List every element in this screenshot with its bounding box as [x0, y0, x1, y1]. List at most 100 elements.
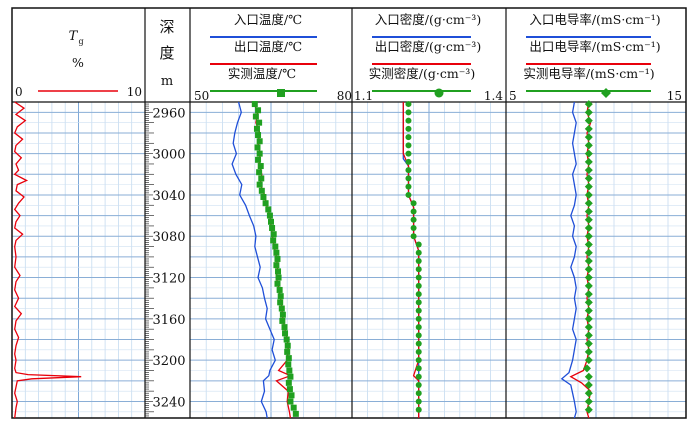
data-point — [415, 274, 422, 281]
data-point — [256, 169, 263, 176]
data-point — [584, 281, 593, 290]
legend-marker — [434, 88, 444, 98]
data-point — [584, 240, 593, 249]
tg-min-label: 0 — [15, 85, 23, 99]
data-point — [288, 392, 295, 399]
data-point — [255, 156, 262, 163]
data-point — [410, 224, 417, 231]
data-point — [415, 291, 422, 298]
depth-label: 3080 — [152, 230, 185, 245]
data-point — [584, 323, 593, 332]
data-point — [415, 324, 422, 331]
data-point — [405, 175, 412, 182]
data-point — [584, 182, 593, 191]
data-point — [283, 336, 290, 343]
data-point — [275, 268, 282, 275]
data-point — [415, 249, 422, 256]
data-point — [584, 215, 593, 224]
data-point — [410, 233, 417, 240]
data-point — [584, 100, 593, 109]
data-point — [284, 342, 291, 349]
depth-label-bg — [153, 186, 185, 202]
density-legend-3: 实测密度/(g·cm⁻³) — [369, 66, 475, 81]
data-point — [256, 150, 263, 157]
data-point — [279, 311, 286, 318]
data-point — [256, 119, 263, 126]
data-point — [584, 174, 593, 183]
series-line — [560, 101, 577, 419]
data-point — [584, 389, 593, 398]
data-point — [285, 355, 292, 362]
data-point — [256, 181, 263, 188]
data-point — [584, 298, 593, 307]
data-point — [276, 286, 283, 293]
cond-min-label: 5 — [509, 89, 517, 103]
data-point — [252, 113, 259, 120]
data-point — [415, 381, 422, 388]
data-point — [266, 212, 273, 219]
data-point — [251, 101, 258, 108]
data-point — [415, 398, 422, 405]
legend-marker — [277, 89, 285, 97]
data-point — [258, 175, 265, 182]
density-min-label: 1.1 — [354, 89, 373, 103]
series-line — [231, 101, 276, 419]
data-point — [584, 124, 593, 133]
data-point — [273, 249, 280, 256]
outer-frame — [11, 7, 687, 419]
data-point — [415, 357, 422, 364]
data-point — [415, 340, 422, 347]
data-point — [584, 273, 593, 282]
depth-label: 3000 — [152, 148, 185, 163]
data-point — [405, 125, 412, 132]
data-point — [415, 332, 422, 339]
data-point — [584, 257, 593, 266]
data-point — [415, 373, 422, 380]
data-point — [279, 317, 286, 324]
data-point — [284, 348, 291, 355]
data-point — [260, 194, 267, 201]
temp-legend-2: 出口温度/℃ — [234, 39, 302, 54]
data-point — [584, 331, 593, 340]
depth-label: 3200 — [152, 354, 185, 369]
data-point — [415, 241, 422, 248]
cond-legend-2: 出口电导率/(mS·cm⁻¹) — [529, 39, 660, 54]
tg-unit: % — [72, 55, 84, 70]
depth-title-2: 度 — [159, 44, 174, 62]
depth-unit: m — [161, 74, 173, 89]
tg-label-sub: g — [78, 37, 83, 46]
track-frames — [11, 7, 687, 419]
depth-label: 3240 — [152, 395, 185, 410]
data-point — [584, 108, 593, 117]
data-point — [287, 398, 294, 405]
data-point — [584, 199, 593, 208]
header-layer: T g % 0 10 深 度 m 入口温度/℃ 出口温度/℃ 实测温度/℃ 50… — [15, 12, 682, 103]
data-point — [415, 299, 422, 306]
data-point — [410, 208, 417, 215]
tg-max-label: 10 — [127, 85, 142, 99]
data-point — [285, 379, 292, 386]
depth-label-bg — [153, 310, 185, 326]
data-point — [258, 187, 265, 194]
data-point — [274, 255, 281, 262]
data-point — [278, 305, 285, 312]
data-point — [405, 167, 412, 174]
data-point — [290, 404, 297, 411]
data-point — [584, 306, 593, 315]
series-layer — [13, 100, 593, 419]
background-grid — [12, 101, 686, 419]
data-point — [277, 293, 284, 300]
temp-legend-1: 入口温度/℃ — [234, 12, 302, 27]
depth-label-bg — [153, 393, 185, 409]
data-point — [405, 191, 412, 198]
depth-label: 3120 — [152, 272, 185, 287]
data-point — [274, 280, 281, 287]
data-point — [584, 397, 593, 406]
depth-labels: 2960 3000 3040 3080 3120 3160 3200 3240 — [152, 104, 186, 410]
data-point — [286, 386, 293, 393]
data-point — [405, 142, 412, 149]
data-point — [584, 157, 593, 166]
data-point — [583, 364, 591, 373]
depth-label-bg — [153, 228, 185, 244]
